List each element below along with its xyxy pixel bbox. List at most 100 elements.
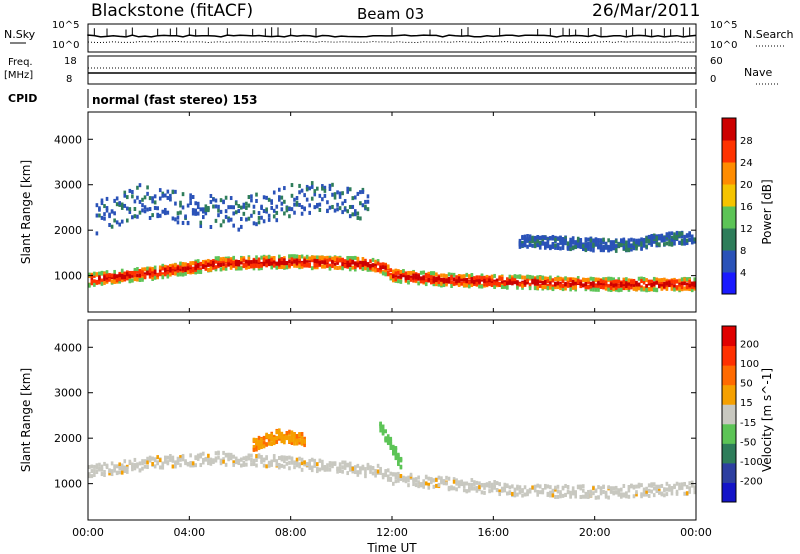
- heatmap-cell: [179, 261, 182, 266]
- heatmap-cell: [369, 469, 372, 474]
- heatmap-cell: [597, 241, 600, 246]
- heatmap-cell: [295, 461, 299, 466]
- colorbar-tick-label: 12: [740, 224, 753, 235]
- heatmap-cell: [164, 268, 167, 273]
- heatmap-cell: [166, 461, 170, 466]
- heatmap-cell: [176, 215, 180, 220]
- heatmap-cell: [204, 207, 208, 212]
- heatmap-cell: [113, 468, 116, 473]
- heatmap-cell: [541, 238, 545, 243]
- heatmap-cell: [212, 204, 215, 209]
- heatmap-cell: [407, 280, 410, 285]
- heatmap-cell: [260, 454, 263, 459]
- heatmap-cell: [556, 489, 560, 494]
- heatmap-cell: [288, 460, 291, 465]
- heatmap-cell: [488, 278, 491, 283]
- heatmap-cell: [143, 274, 147, 279]
- heatmap-cell: [359, 260, 362, 265]
- heatmap-cell: [341, 465, 344, 470]
- heatmap-cell: [440, 281, 443, 286]
- heatmap-cell: [348, 267, 352, 272]
- heatmap-cell: [184, 214, 187, 219]
- heatmap-cell: [293, 432, 296, 437]
- heatmap-cell: [457, 484, 461, 489]
- heatmap-cell: [323, 467, 327, 472]
- heatmap-cell: [245, 201, 248, 206]
- heatmap-cell: [166, 455, 170, 460]
- heatmap-cell: [202, 215, 205, 220]
- heatmap-cell: [470, 272, 474, 277]
- heatmap-cell: [384, 429, 387, 434]
- heatmap-cell: [632, 286, 636, 291]
- heatmap-cell: [295, 457, 299, 462]
- heatmap-cell: [179, 267, 182, 272]
- heatmap-cell: [120, 278, 124, 283]
- heatmap-cell: [242, 456, 246, 461]
- heatmap-cell: [614, 490, 618, 495]
- heatmap-cell: [635, 484, 638, 489]
- heatmap-cell: [538, 240, 542, 245]
- heatmap-cell: [551, 241, 555, 246]
- heatmap-cell: [594, 278, 598, 283]
- heatmap-cell: [495, 281, 499, 286]
- heatmap-cell: [255, 198, 258, 203]
- heatmap-cell: [571, 245, 575, 250]
- heatmap-cell: [204, 457, 208, 462]
- heatmap-cell: [267, 262, 271, 267]
- colorbar-tick-label: 8: [740, 246, 746, 257]
- heatmap-cell: [675, 491, 679, 496]
- heatmap-cell: [204, 261, 208, 266]
- heatmap-cell: [592, 242, 595, 247]
- heatmap-cell: [161, 461, 165, 466]
- heatmap-cell: [533, 281, 537, 286]
- heatmap-cell: [546, 286, 550, 291]
- heatmap-cell: [262, 463, 266, 468]
- heatmap-cell: [298, 462, 301, 467]
- heatmap-cell: [364, 467, 367, 472]
- heatmap-cell: [576, 236, 580, 241]
- heatmap-cell: [105, 270, 109, 275]
- heatmap-cell: [612, 486, 615, 491]
- heatmap-cell: [488, 484, 491, 489]
- heatmap-cell: [642, 277, 646, 282]
- heatmap-cell: [389, 275, 393, 280]
- heatmap-cell: [468, 280, 471, 285]
- heatmap-cell: [518, 282, 522, 287]
- colorbar-swatch: [722, 365, 736, 386]
- heatmap-cell: [164, 207, 167, 212]
- heatmap-cell: [412, 270, 415, 275]
- heatmap-cell: [232, 205, 235, 210]
- heatmap-cell: [670, 487, 674, 492]
- heatmap-cell: [673, 284, 676, 289]
- heatmap-cell: [328, 463, 332, 468]
- heatmap-cell: [333, 192, 337, 197]
- heatmap-cell: [283, 459, 286, 464]
- heatmap-cell: [120, 268, 124, 273]
- heatmap-cell: [166, 271, 170, 276]
- heatmap-cell: [663, 493, 666, 498]
- heatmap-cell: [683, 241, 686, 246]
- heatmap-cell: [260, 215, 263, 220]
- heatmap-cell: [133, 267, 137, 272]
- heatmap-cell: [313, 189, 317, 194]
- heatmap-cell: [290, 441, 294, 446]
- heatmap-cell: [184, 459, 187, 464]
- heatmap-cell: [118, 201, 121, 206]
- heatmap-cell: [470, 482, 474, 487]
- heatmap-cell: [255, 259, 258, 264]
- heatmap-cell: [242, 258, 246, 263]
- heatmap-cell: [673, 232, 676, 237]
- heatmap-cell: [118, 277, 121, 282]
- heatmap-cell: [105, 208, 109, 213]
- heatmap-cell: [290, 438, 294, 443]
- heatmap-cell: [151, 199, 154, 204]
- heatmap-cell: [303, 443, 306, 448]
- heatmap-cell: [544, 241, 547, 246]
- heatmap-cell: [564, 238, 567, 243]
- heatmap-cell: [181, 220, 185, 225]
- heatmap-cell: [541, 285, 545, 290]
- heatmap-cell: [272, 458, 276, 463]
- heatmap-cell: [290, 435, 294, 440]
- heatmap-cell: [189, 201, 192, 206]
